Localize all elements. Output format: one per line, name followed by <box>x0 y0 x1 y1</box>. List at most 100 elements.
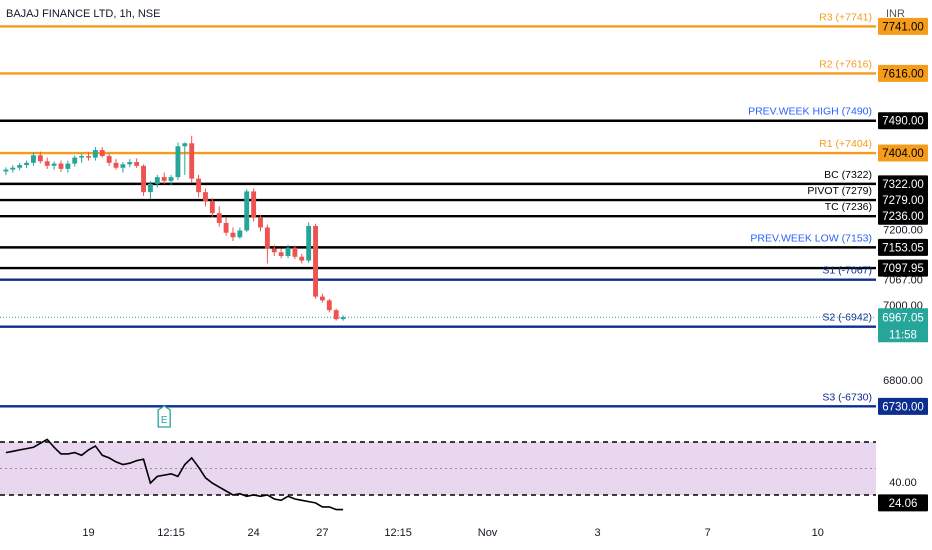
rsi-current-tag: 24.06 <box>889 498 918 510</box>
level-tag-6-box <box>878 207 928 225</box>
candle-7 <box>51 163 57 166</box>
level-tag-3: 7404.00 <box>882 148 924 160</box>
level-tag-4-box <box>878 175 928 193</box>
pivot-levels: R3 (+7741) R2 (+7616) PREV.WEEK HIGH (7490… <box>0 11 876 408</box>
x-tick-label-0: 19 <box>82 527 94 539</box>
level-tag-7: 7153.05 <box>882 242 924 254</box>
current-price-tag: 6967.05 <box>882 312 924 324</box>
candle-31 <box>216 213 222 223</box>
x-tick-label-3: 27 <box>316 527 328 539</box>
level-label-6: TC (7236) <box>825 201 872 213</box>
candle-47 <box>326 300 332 311</box>
candle-37 <box>258 217 263 228</box>
x-tick-label-2: 24 <box>247 527 259 539</box>
level-tag-5-box <box>878 191 928 209</box>
current-price-box <box>878 308 928 343</box>
level-tag-7-box <box>878 238 928 256</box>
candle-35 <box>244 191 250 231</box>
level-label-7: PREV.WEEK LOW (7153) <box>750 232 872 244</box>
candle-41 <box>285 247 291 257</box>
level-label-11: S3 (-6730) <box>822 391 872 403</box>
price-tags: 7741.00 7616.00 7490.00 7404.00 7322.00 7279.… <box>878 17 928 512</box>
candle-49 <box>340 317 346 320</box>
candle-2 <box>17 165 23 168</box>
earnings-marker-icon: E <box>157 405 171 428</box>
candle-28 <box>196 178 202 193</box>
rsi-pane <box>0 438 876 511</box>
x-tick-label-1: 12:15 <box>157 527 185 539</box>
level-tag-3-box <box>878 144 928 162</box>
candle-42 <box>292 247 298 257</box>
candle-20 <box>141 165 146 193</box>
candle-15 <box>106 156 112 163</box>
candle-33 <box>230 232 236 238</box>
currency-label: INR <box>886 8 905 20</box>
candle-17 <box>120 164 126 168</box>
level-tag-0-box <box>878 17 928 35</box>
x-tick-label-6: 3 <box>595 527 601 539</box>
rsi-line <box>5 438 344 511</box>
level-tag-5: 7279.00 <box>882 195 924 207</box>
level-tag-2-box <box>878 112 928 130</box>
candle-30 <box>209 201 215 214</box>
candle-8 <box>58 163 64 169</box>
candles: E <box>3 135 346 428</box>
level-label-2: PREV.WEEK HIGH (7490) <box>748 106 872 118</box>
level-tag-11: 6730.00 <box>882 401 924 413</box>
candle-0 <box>3 169 9 172</box>
level-label-0: R3 (+7741) <box>819 11 872 23</box>
level-tag-11-box <box>878 397 928 415</box>
level-label-3: R1 (+7404) <box>819 138 872 150</box>
candle-25 <box>175 146 181 178</box>
candle-40 <box>278 252 284 257</box>
candle-6 <box>44 161 50 166</box>
rsi-tick-label: 40.00 <box>889 477 917 489</box>
candle-36 <box>251 191 257 218</box>
candle-1 <box>10 167 16 170</box>
candle-13 <box>92 150 98 158</box>
candle-43 <box>299 256 305 261</box>
candle-32 <box>223 222 229 233</box>
x-tick-label-4: 12:15 <box>384 527 412 539</box>
candle-9 <box>65 163 71 169</box>
axes: 19 12:15 24 27 12:15 Nov 3 7 107000.006800.00720… <box>82 225 923 539</box>
level-label-10: S2 (-6942) <box>822 312 872 324</box>
candle-3 <box>24 162 30 166</box>
candle-16 <box>113 162 119 168</box>
bar-countdown: 11:58 <box>889 329 917 341</box>
level-tag-8: 7097.95 <box>882 263 924 275</box>
candle-10 <box>72 157 78 164</box>
candle-22 <box>154 177 160 184</box>
level-tag-2: 7490.00 <box>882 116 924 128</box>
candle-18 <box>127 162 133 165</box>
level-label-4: BC (7322) <box>824 169 872 181</box>
candle-34 <box>237 230 243 238</box>
level-tag-6: 7236.00 <box>882 211 924 223</box>
level-tag-1: 7616.00 <box>882 68 924 80</box>
candle-21 <box>147 183 153 193</box>
earnings-marker-label: E <box>161 415 168 426</box>
y-hidden-label-1: 7067.00 <box>883 275 923 287</box>
x-tick-label-5: Nov <box>478 527 498 539</box>
level-tag-4: 7322.00 <box>882 179 924 191</box>
candle-27 <box>189 143 195 179</box>
candle-23 <box>161 177 167 181</box>
level-tag-0: 7741.00 <box>882 21 924 33</box>
level-label-9: S1 (-7067) <box>822 265 872 277</box>
candle-39 <box>271 248 277 253</box>
candle-38 <box>264 227 270 249</box>
candle-11 <box>79 156 85 158</box>
y-hidden-label-0: 7200.00 <box>883 225 923 237</box>
level-tag-1-box <box>878 64 928 82</box>
x-tick-label-8: 10 <box>812 527 824 539</box>
candle-26 <box>182 143 188 147</box>
y-tick-label-1: 6800.00 <box>883 375 923 387</box>
candle-29 <box>203 192 208 202</box>
candle-44 <box>306 225 312 261</box>
level-label-5: PIVOT (7279) <box>807 185 872 197</box>
level-tag-8-box <box>878 259 928 277</box>
chart-title: BAJAJ FINANCE LTD, 1h, NSE <box>6 8 161 20</box>
earnings-marker-shape <box>157 405 171 428</box>
candle-48 <box>333 310 339 320</box>
